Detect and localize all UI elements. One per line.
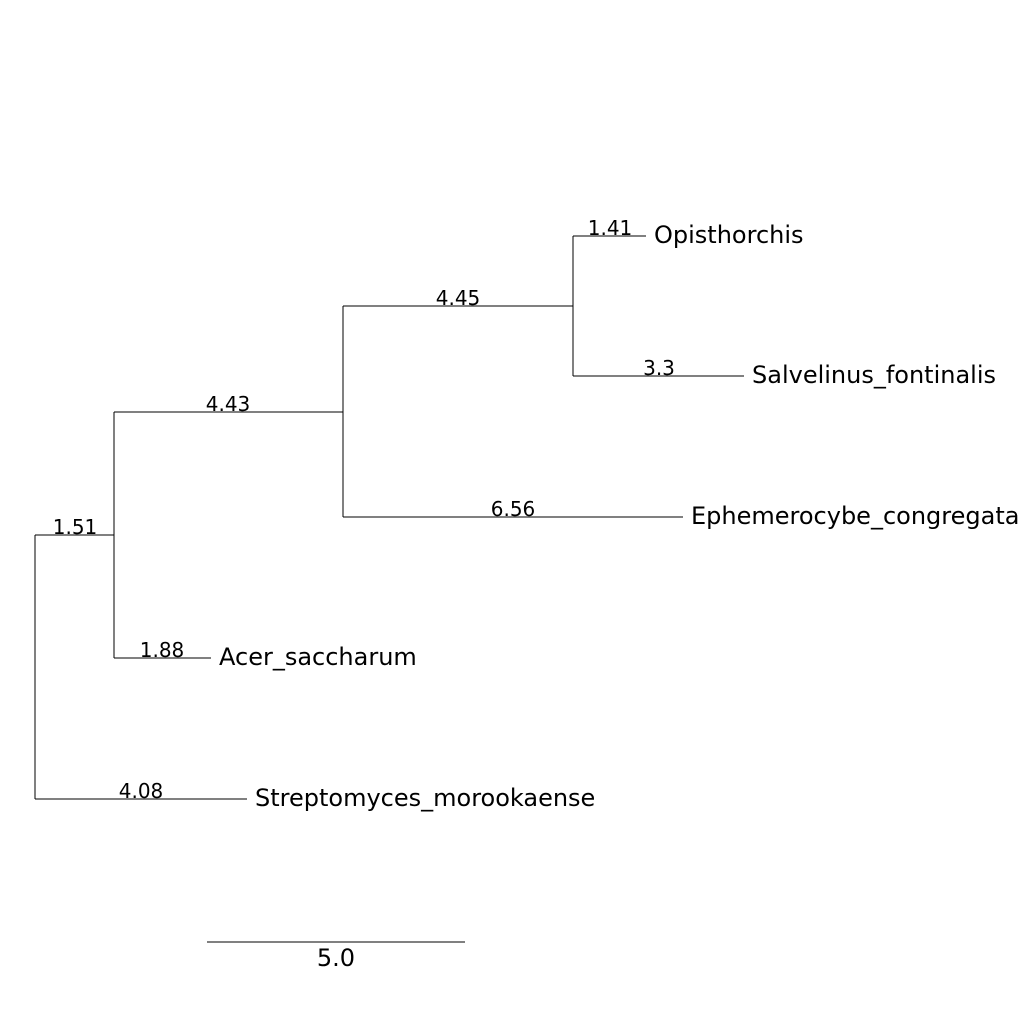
branch-length-clade-opis-salv: 4.45 bbox=[436, 286, 481, 310]
leaf-label-ephemerocybe: Ephemerocybe_congregata bbox=[691, 502, 1019, 530]
leaf-label-streptomyces: Streptomyces_morookaense bbox=[255, 784, 595, 812]
scale-bar-label: 5.0 bbox=[317, 944, 355, 972]
leaf-label-salvelinus: Salvelinus_fontinalis bbox=[752, 361, 996, 389]
branch-length-streptomyces: 4.08 bbox=[119, 779, 164, 803]
branch-length-opisthorchis: 1.41 bbox=[588, 216, 633, 240]
branch-length-salvelinus: 3.3 bbox=[643, 356, 675, 380]
branch-length-acer: 1.88 bbox=[140, 638, 185, 662]
branch-length-ephemerocybe: 6.56 bbox=[491, 497, 536, 521]
leaf-label-opisthorchis: Opisthorchis bbox=[654, 221, 804, 249]
branch-length-clade-main: 4.43 bbox=[206, 392, 251, 416]
branch-length-clade-acer-main: 1.51 bbox=[53, 515, 98, 539]
leaf-label-acer: Acer_saccharum bbox=[219, 643, 417, 671]
